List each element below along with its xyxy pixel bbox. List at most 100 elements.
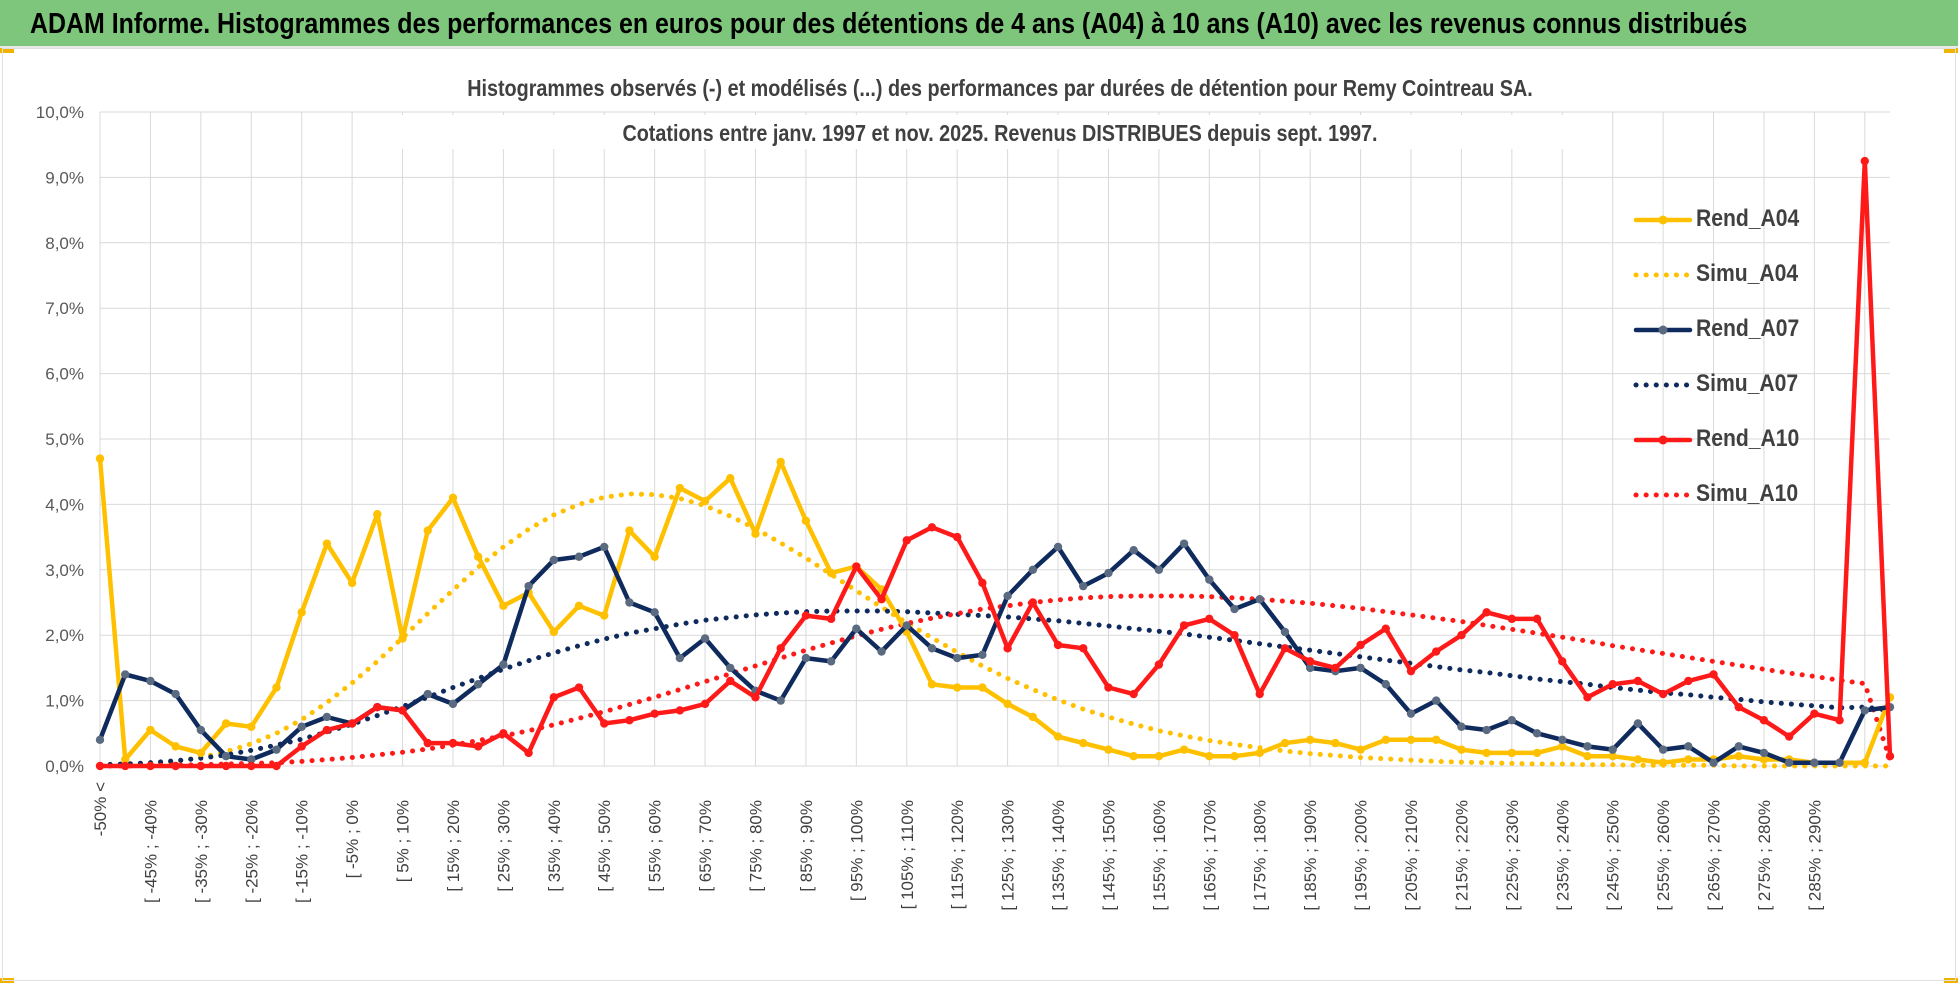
x-tick-label: [ 275% ; 280% [1755,800,1774,911]
data-point-rend-a10 [1028,598,1038,607]
x-tick-label: [ 265% ; 270% [1705,800,1724,911]
data-point-rend-a10 [549,693,559,702]
legend-swatch [1633,325,1693,335]
data-point-rend-a10 [473,742,483,751]
x-tick-label: [ 225% ; 230% [1503,800,1522,911]
data-point-rend-a10 [852,562,861,571]
data-point-rend-a10 [1205,614,1214,624]
data-point-rend-a07 [1608,745,1617,754]
legend-item-simu-a10: Simu_A10 [1632,480,1932,516]
series-line-rend-a07 [97,541,1893,765]
data-point-rend-a07 [877,647,886,656]
data-point-rend-a04 [1583,751,1592,761]
data-point-rend-a04 [952,683,962,692]
x-tick-label: [ 35% ; 40% [545,800,564,892]
data-point-rend-a10 [247,761,256,771]
data-point-rend-a07 [1154,565,1164,574]
y-tick-label: 8,0% [45,234,84,253]
data-point-rend-a10 [1129,689,1138,699]
data-point-rend-a10 [1759,716,1769,725]
data-point-rend-a10 [1381,624,1390,633]
data-point-rend-a07 [801,653,811,663]
data-point-rend-a04 [549,627,559,637]
x-tick-label: [ 245% ; 250% [1604,800,1623,911]
data-point-rend-a07 [1457,722,1466,731]
data-point-rend-a07 [1633,719,1643,728]
y-tick-label: 6,0% [45,365,84,384]
x-tick-label: [ 215% ; 220% [1452,800,1471,911]
data-point-rend-a10 [373,702,382,712]
data-point-rend-a07 [1784,758,1794,767]
data-point-rend-a10 [1255,689,1264,699]
data-point-rend-a10 [952,532,962,542]
data-point-rend-a10 [322,725,332,735]
x-tick-label: [ 135% ; 140% [1049,800,1068,911]
data-point-rend-a04 [776,457,785,467]
legend-swatch [1633,382,1693,388]
data-point-rend-a04 [625,526,634,535]
data-point-rend-a10 [1457,631,1466,640]
data-point-rend-a04 [95,454,105,463]
legend-label: Simu_A07 [1696,370,1799,397]
x-tick-label: [ -25% ; -20% [242,800,261,903]
data-point-rend-a10 [347,719,357,728]
data-point-rend-a07 [1860,706,1869,715]
data-point-rend-a04 [1507,748,1517,758]
data-point-rend-a07 [448,699,458,709]
data-point-rend-a10 [978,578,987,588]
data-point-rend-a04 [221,719,231,728]
x-tick-label: [ 125% ; 130% [999,800,1018,911]
x-tick-label: [ -15% ; -10% [293,800,312,903]
data-point-rend-a07 [1230,604,1239,614]
data-point-rend-a07 [1734,742,1743,751]
data-point-rend-a07 [473,680,483,689]
data-point-rend-a07 [524,581,533,591]
data-point-rend-a10 [448,738,458,748]
data-point-rend-a07 [1205,575,1214,584]
data-point-rend-a10 [1331,663,1340,673]
data-point-rend-a07 [1003,591,1012,601]
legend-swatch [1633,272,1693,278]
data-point-rend-a10 [1532,614,1542,624]
series-line-simu-a10 [97,593,1893,769]
data-point-rend-a07 [1709,758,1718,767]
data-point-rend-a04 [1860,758,1869,767]
x-tick-label: -50% < [91,782,110,836]
x-tick-label: [ 195% ; 200% [1352,800,1371,911]
data-point-rend-a04 [297,608,306,617]
legend-item-simu-a07: Simu_A07 [1632,370,1932,406]
series-line-rend-a10 [97,158,1893,769]
data-point-rend-a10 [221,761,231,771]
report-banner: ADAM Informe. Histogrammes des performan… [0,0,1958,48]
data-point-rend-a10 [1179,621,1189,630]
data-point-rend-a04 [1305,735,1315,745]
data-point-rend-a07 [1810,758,1819,767]
data-point-rend-a10 [1558,657,1567,666]
data-point-rend-a04 [448,493,458,503]
data-point-rend-a10 [902,536,911,545]
data-point-rend-a07 [776,696,785,705]
data-point-rend-a07 [1482,725,1491,735]
y-tick-label: 7,0% [45,299,84,318]
y-tick-label: 5,0% [45,430,84,449]
legend-swatch [1633,492,1693,498]
data-point-rend-a07 [1759,748,1769,758]
data-point-rend-a04 [1230,751,1239,761]
x-tick-label: [ 45% ; 50% [595,800,614,892]
legend-item-simu-a04: Simu_A04 [1632,260,1932,296]
chart-title: Histogrammes observés (-) et modélisés (… [467,76,1533,102]
data-point-rend-a10 [1608,680,1617,689]
data-point-rend-a04 [196,748,206,758]
data-point-rend-a04 [600,611,609,620]
data-point-rend-a04 [574,601,584,610]
y-tick-label: 3,0% [45,561,84,580]
x-tick-label: [ 285% ; 290% [1805,800,1824,911]
data-point-rend-a07 [902,621,911,630]
corner-mark-top-left [0,48,14,53]
data-point-rend-a10 [1280,644,1290,653]
data-point-rend-a10 [1154,660,1164,669]
data-point-rend-a04 [1482,748,1491,758]
data-point-rend-a10 [1709,670,1718,679]
series-line-rend-a04 [97,456,1893,765]
x-tick-label: [ 165% ; 170% [1200,800,1219,911]
